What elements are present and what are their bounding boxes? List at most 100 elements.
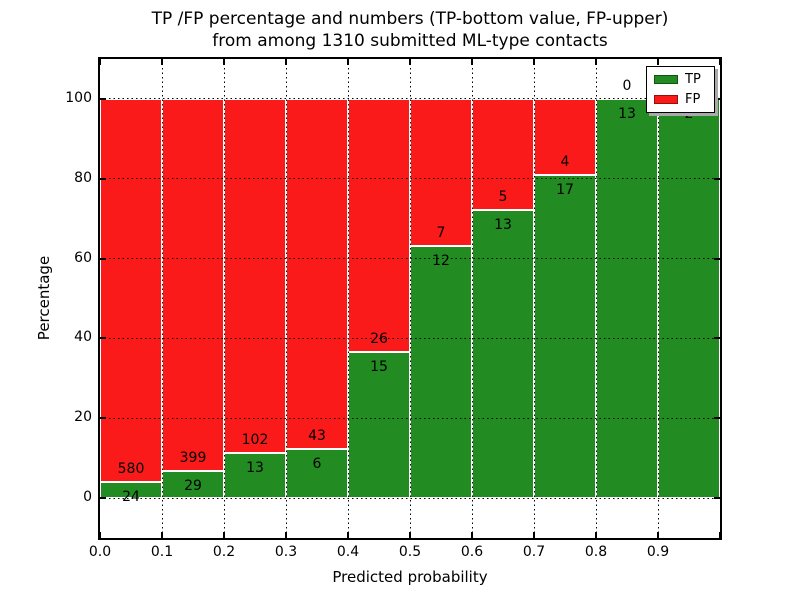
chart-title-line2: from among 1310 submitted ML-type contac… — [212, 31, 608, 51]
bar-segment-tp — [472, 209, 534, 499]
legend-fp-label: FP — [685, 92, 701, 107]
bar-segment-tp — [348, 352, 410, 499]
y-tick-mark — [100, 497, 106, 500]
gridline-horizontal — [100, 98, 720, 100]
gridline-vertical — [533, 59, 535, 538]
gridline-horizontal — [100, 497, 720, 499]
y-tick-label: 0 — [83, 489, 92, 506]
bar-segment-tp — [596, 98, 658, 499]
gridline-vertical — [657, 59, 659, 538]
x-tick-mark — [719, 532, 721, 538]
fp-count-label: 5 — [498, 188, 508, 205]
y-tick-mark — [714, 257, 720, 260]
fp-count-label: 399 — [179, 450, 207, 467]
gridline-vertical — [161, 59, 163, 538]
fp-count-label: 102 — [241, 431, 269, 448]
y-tick-mark — [100, 97, 106, 100]
bar-segment-tp — [658, 98, 720, 499]
x-tick-label: 0.0 — [88, 544, 112, 560]
x-tick-mark — [657, 59, 659, 65]
legend-item-fp: FP — [654, 93, 707, 106]
y-tick-mark — [714, 97, 720, 100]
tp-count-label: 24 — [122, 489, 140, 506]
gridline-vertical — [223, 59, 225, 538]
chart-title: TP /FP percentage and numbers (TP-bottom… — [10, 8, 800, 52]
plot-area: TP FP 580 24 399 29 102 13 43 6 26 15 7 12 5 13 4 17 0 13… — [98, 57, 722, 540]
y-tick-mark — [714, 497, 720, 500]
tp-count-label: 13 — [618, 105, 636, 122]
bar-segment-tp — [224, 452, 286, 499]
y-tick-label: 60 — [74, 249, 92, 266]
legend-tp-swatch — [654, 75, 678, 84]
gridline-horizontal — [100, 337, 720, 339]
gridline-horizontal — [100, 417, 720, 419]
tp-count-label: 12 — [432, 252, 450, 269]
x-tick-label: 0.9 — [646, 544, 670, 560]
y-tick-label: 20 — [74, 409, 92, 426]
y-tick-mark — [100, 417, 106, 420]
x-tick-label: 0.7 — [522, 544, 546, 560]
chart-title-line1: TP /FP percentage and numbers (TP-bottom… — [151, 9, 669, 29]
x-tick-mark — [409, 532, 411, 538]
bar-segment-fp — [410, 98, 472, 246]
x-tick-mark — [99, 59, 101, 65]
x-tick-mark — [99, 532, 101, 538]
x-tick-mark — [533, 59, 535, 65]
x-tick-mark — [285, 59, 287, 65]
y-tick-mark — [100, 177, 106, 180]
y-tick-label: 100 — [65, 89, 92, 106]
y-tick-label: 40 — [74, 329, 92, 346]
fp-count-label: 0 — [622, 77, 632, 94]
y-tick-mark — [100, 337, 106, 340]
tp-count-label: 6 — [312, 456, 322, 473]
bar-segment-fp — [534, 98, 596, 175]
x-tick-label: 0.8 — [584, 544, 608, 560]
x-tick-label: 0.5 — [398, 544, 422, 560]
tp-count-label: 15 — [370, 359, 388, 376]
bar-segment-fp — [100, 98, 162, 483]
tp-count-label: 29 — [184, 478, 202, 495]
x-tick-mark — [409, 59, 411, 65]
x-tick-mark — [719, 59, 721, 65]
x-tick-mark — [595, 532, 597, 538]
x-tick-mark — [223, 532, 225, 538]
x-tick-mark — [471, 59, 473, 65]
x-tick-label: 0.4 — [336, 544, 360, 560]
fp-count-label: 4 — [560, 153, 570, 170]
x-axis-label: Predicted probability — [332, 568, 488, 586]
bar-segment-tp — [410, 245, 472, 499]
gridline-vertical — [471, 59, 473, 538]
gridline-vertical — [595, 59, 597, 538]
bar-segment-fp — [162, 98, 224, 472]
x-tick-label: 0.3 — [274, 544, 298, 560]
fp-count-label: 26 — [370, 331, 388, 348]
bar-segment-fp — [348, 98, 410, 353]
x-tick-label: 0.2 — [212, 544, 236, 560]
legend-tp-label: TP — [685, 72, 701, 87]
y-tick-mark — [714, 417, 720, 420]
y-tick-label: 80 — [74, 169, 92, 186]
legend-item-tp: TP — [654, 73, 707, 86]
bar-segment-fp — [286, 98, 348, 450]
y-tick-mark — [714, 177, 720, 180]
x-tick-mark — [347, 59, 349, 65]
legend-fp-swatch — [654, 95, 678, 104]
x-tick-mark — [533, 532, 535, 538]
y-tick-mark — [100, 257, 106, 260]
fp-count-label: 580 — [117, 461, 145, 478]
y-axis-label: Percentage — [35, 255, 53, 341]
gridline-vertical — [347, 59, 349, 538]
tp-count-label: 17 — [556, 181, 574, 198]
bar-segment-tp — [162, 471, 224, 499]
x-tick-mark — [657, 532, 659, 538]
legend: TP FP — [646, 66, 715, 113]
x-tick-label: 0.1 — [150, 544, 174, 560]
tp-count-label: 13 — [246, 459, 264, 476]
tp-count-label: 2 — [684, 105, 694, 122]
tp-count-label: 13 — [494, 216, 512, 233]
x-tick-mark — [471, 532, 473, 538]
x-tick-mark — [285, 532, 287, 538]
bar-segment-tp — [534, 174, 596, 499]
bar-segment-fp — [224, 98, 286, 453]
